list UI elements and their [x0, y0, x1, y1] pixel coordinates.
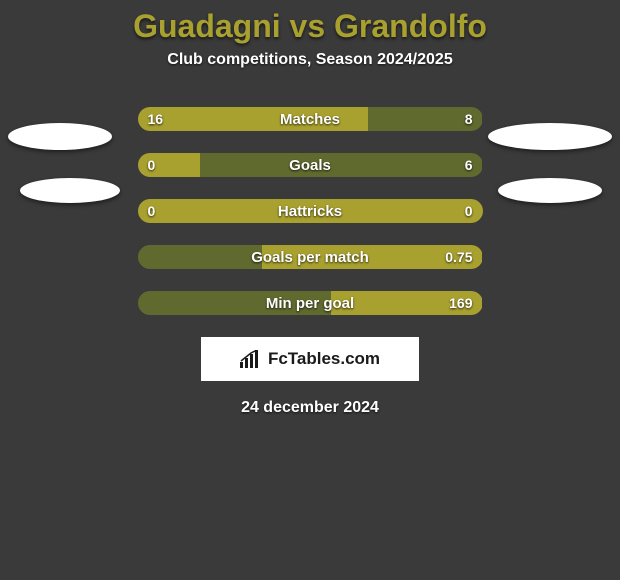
- logo-text: FcTables.com: [268, 349, 380, 369]
- stat-bar-right: [331, 291, 483, 315]
- snapshot-date: 24 december 2024: [0, 399, 620, 417]
- stat-row: Hattricks00: [138, 199, 483, 223]
- stat-bar: [138, 199, 483, 223]
- bar-chart-icon: [240, 350, 262, 368]
- decorative-oval: [488, 123, 612, 150]
- decorative-oval: [8, 123, 112, 150]
- stat-row: Min per goal169: [138, 291, 483, 315]
- stats-container: Matches168 Goals06 Hattricks00 Goals per ma…: [138, 107, 483, 315]
- stat-bar-left: [138, 153, 200, 177]
- fctables-logo[interactable]: FcTables.com: [201, 337, 419, 381]
- stat-bar-right: [368, 107, 483, 131]
- stat-bar-left: [138, 245, 262, 269]
- stat-row: Goals06: [138, 153, 483, 177]
- stat-bar-left: [138, 107, 368, 131]
- stat-bar: [138, 153, 483, 177]
- stat-bar: [138, 107, 483, 131]
- stat-row: Matches168: [138, 107, 483, 131]
- stat-bar-left: [138, 291, 331, 315]
- stat-bar-left: [138, 199, 311, 223]
- decorative-oval: [20, 178, 120, 203]
- stat-bar: [138, 245, 483, 269]
- stat-row: Goals per match0.75: [138, 245, 483, 269]
- comparison-title: Guadagni vs Grandolfo: [0, 0, 620, 45]
- decorative-oval: [498, 178, 602, 203]
- stat-bar-right: [310, 199, 483, 223]
- stat-bar: [138, 291, 483, 315]
- stat-bar-right: [262, 245, 483, 269]
- stat-bar-right: [200, 153, 483, 177]
- comparison-subtitle: Club competitions, Season 2024/2025: [0, 51, 620, 69]
